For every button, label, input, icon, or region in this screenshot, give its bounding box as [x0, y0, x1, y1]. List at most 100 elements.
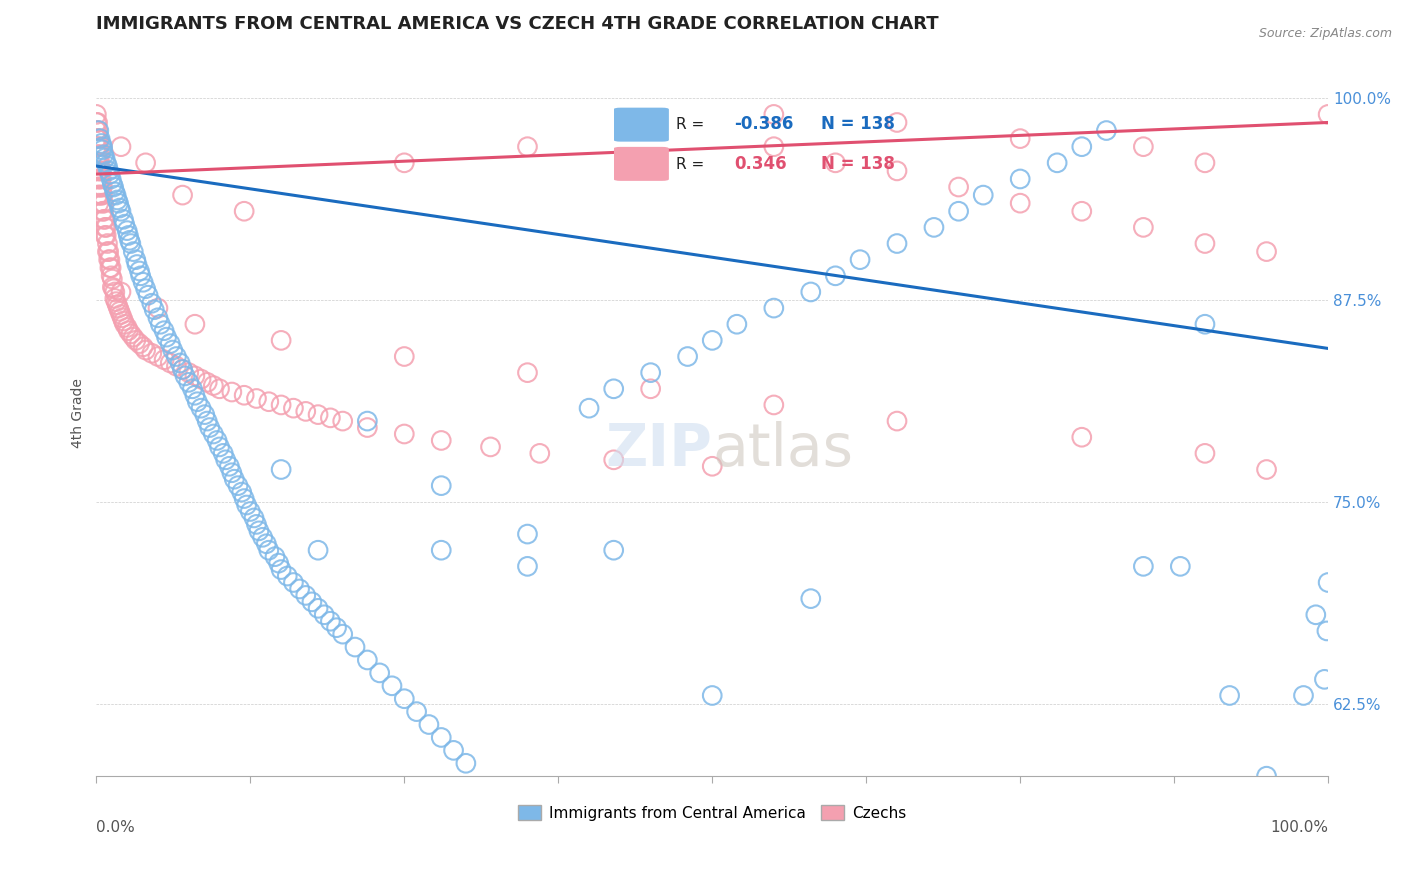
Point — [194, 408, 217, 422]
Point — [602, 382, 624, 396]
Point — [319, 614, 342, 628]
Point — [344, 640, 367, 654]
Point — [529, 834, 551, 848]
Point — [86, 147, 108, 161]
Point — [264, 549, 287, 564]
Point — [110, 308, 132, 322]
Point — [135, 156, 157, 170]
Point — [110, 285, 132, 299]
Y-axis label: 4th Grade: 4th Grade — [72, 378, 86, 448]
Text: 0.0%: 0.0% — [97, 820, 135, 835]
Point — [91, 204, 114, 219]
Point — [454, 756, 477, 771]
Point — [146, 350, 169, 364]
Point — [212, 446, 235, 460]
Point — [87, 188, 110, 202]
Point — [159, 336, 181, 351]
Point — [294, 404, 316, 418]
Point — [886, 164, 908, 178]
Point — [184, 388, 207, 402]
Point — [93, 196, 115, 211]
Point — [1317, 575, 1340, 590]
Point — [86, 107, 108, 121]
Point — [270, 462, 292, 476]
Point — [218, 459, 240, 474]
Point — [108, 201, 131, 215]
Point — [1168, 559, 1191, 574]
Point — [108, 304, 131, 318]
Text: atlas: atlas — [713, 421, 853, 478]
Point — [332, 414, 354, 428]
Point — [1046, 156, 1069, 170]
Point — [135, 282, 157, 296]
Point — [107, 196, 129, 211]
Point — [86, 115, 108, 129]
Point — [1305, 607, 1327, 622]
Point — [104, 185, 127, 199]
Point — [516, 559, 538, 574]
Point — [1194, 446, 1216, 460]
Point — [169, 356, 191, 370]
Point — [87, 139, 110, 153]
Point — [972, 188, 994, 202]
Point — [725, 317, 748, 331]
Point — [479, 440, 502, 454]
Point — [640, 382, 662, 396]
Point — [516, 527, 538, 541]
Point — [1316, 624, 1339, 638]
Point — [1194, 156, 1216, 170]
Point — [325, 621, 347, 635]
Point — [368, 665, 391, 680]
Point — [233, 204, 256, 219]
Point — [177, 366, 200, 380]
Point — [100, 268, 122, 283]
Point — [702, 689, 724, 703]
Point — [103, 282, 125, 296]
Point — [1317, 107, 1340, 121]
Point — [221, 384, 243, 399]
Point — [1256, 244, 1278, 259]
Point — [120, 236, 142, 251]
Point — [224, 472, 246, 486]
Point — [96, 156, 118, 170]
Point — [245, 517, 267, 532]
Point — [430, 543, 453, 558]
Point — [1132, 220, 1154, 235]
Point — [89, 147, 111, 161]
Point — [208, 382, 231, 396]
Point — [100, 172, 122, 186]
Point — [1132, 559, 1154, 574]
Point — [143, 302, 166, 317]
Point — [314, 607, 336, 622]
Point — [640, 366, 662, 380]
Point — [112, 314, 135, 328]
Point — [101, 272, 124, 286]
Point — [181, 382, 204, 396]
Point — [1070, 139, 1092, 153]
Point — [270, 563, 292, 577]
Point — [254, 537, 277, 551]
Point — [886, 414, 908, 428]
Point — [96, 220, 118, 235]
Point — [90, 136, 112, 151]
Point — [602, 452, 624, 467]
Point — [578, 401, 600, 416]
Point — [886, 236, 908, 251]
Point — [1256, 769, 1278, 783]
Point — [516, 366, 538, 380]
Point — [91, 143, 114, 157]
Point — [120, 326, 142, 341]
Point — [886, 115, 908, 129]
Point — [553, 860, 575, 874]
Point — [239, 504, 262, 518]
Point — [1132, 139, 1154, 153]
Point — [190, 372, 212, 386]
Point — [231, 485, 253, 500]
Point — [1194, 317, 1216, 331]
Point — [172, 362, 194, 376]
Point — [89, 188, 111, 202]
Point — [91, 139, 114, 153]
Point — [356, 420, 378, 434]
Point — [114, 217, 136, 231]
Point — [98, 260, 121, 275]
